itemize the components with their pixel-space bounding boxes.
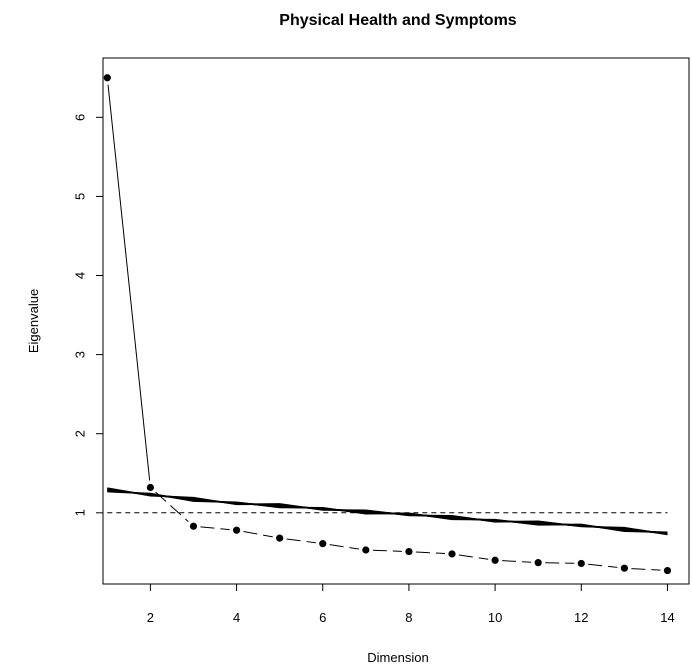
eigenvalue-point [146, 483, 154, 492]
eigenvalue-point [663, 566, 672, 575]
x-tick-label: 10 [488, 610, 502, 625]
observed-dashed-segment [243, 530, 273, 538]
observed-dashed-segment [200, 526, 230, 531]
eigenvalue-point [362, 546, 370, 554]
observed-eigenvalue-points [103, 74, 672, 575]
eigenvalue-point [103, 74, 111, 82]
chart-title: Physical Health and Symptoms [279, 12, 517, 29]
y-tick-label: 2 [73, 430, 88, 437]
x-tick-label: 12 [574, 610, 588, 625]
eigenvalue-point [620, 564, 628, 572]
x-axis-label: Dimension [367, 650, 428, 665]
eigenvalue-point [491, 556, 499, 564]
eigenvalue-point [577, 559, 585, 568]
y-tick-label: 6 [73, 114, 88, 121]
x-axis: 2 4 6 8 10 12 14 [147, 584, 675, 625]
eigenvalue-point [319, 540, 327, 548]
observed-dashed-segment [631, 568, 661, 571]
eigenvalue-point [232, 526, 241, 534]
x-tick-label: 4 [233, 610, 240, 625]
observed-dashed-segment [155, 491, 189, 522]
plot-frame [102, 57, 690, 585]
y-tick-label: 3 [73, 351, 88, 358]
eigenvalue-point [448, 550, 456, 558]
eigenvalue-point [405, 547, 413, 556]
observed-solid-segment [107, 84, 151, 481]
observed-dashed-segment [502, 560, 532, 563]
eigenvalue-point [534, 559, 542, 567]
y-tick-label: 1 [73, 509, 88, 516]
x-tick-label: 14 [660, 610, 674, 625]
observed-eigenvalue-lines [107, 84, 661, 571]
observed-dashed-segment [458, 554, 489, 560]
x-tick-label: 6 [319, 610, 326, 625]
observed-dashed-segment [329, 544, 359, 550]
observed-dashed-segment [545, 562, 575, 564]
x-tick-label: 8 [405, 610, 412, 625]
observed-dashed-segment [286, 538, 316, 544]
x-tick-label: 2 [147, 610, 154, 625]
eigenvalue-point [276, 534, 284, 542]
y-tick-label: 4 [73, 272, 88, 279]
simulated-line [107, 487, 668, 536]
y-axis: 1 2 3 4 5 6 [73, 114, 103, 516]
observed-dashed-segment [415, 551, 446, 555]
y-tick-label: 5 [73, 193, 88, 200]
y-axis-label: Eigenvalue [26, 289, 41, 353]
observed-dashed-segment [372, 549, 402, 552]
observed-dashed-segment [588, 563, 618, 568]
simulated-eigenvalue-band [107, 487, 668, 536]
eigenvalue-point [189, 522, 198, 530]
